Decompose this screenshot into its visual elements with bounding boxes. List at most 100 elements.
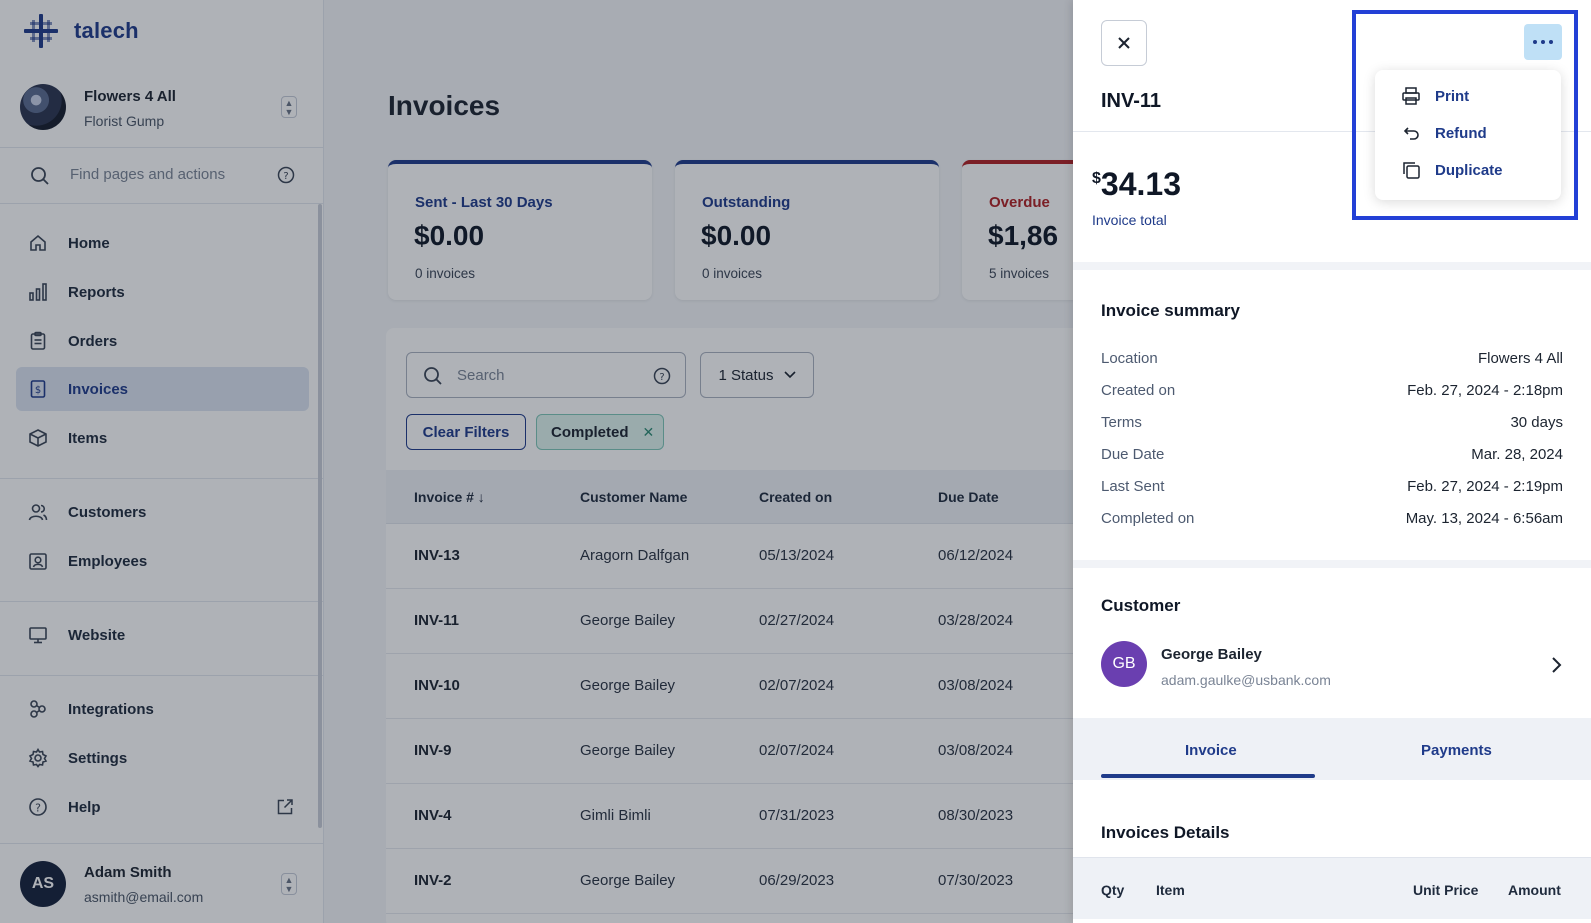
stat-card-outstanding[interactable]: Outstanding $0.00 0 invoices — [675, 160, 939, 300]
user-profile[interactable]: AS Adam Smith asmith@email.com ▲ ▼ — [0, 843, 323, 923]
account-stepper-icon[interactable]: ▲ ▼ — [281, 96, 297, 118]
search-icon — [31, 167, 49, 185]
stat-card-title: Overdue — [989, 194, 1050, 211]
customer-section-title: Customer — [1101, 596, 1181, 615]
modal-backdrop[interactable] — [0, 0, 1073, 923]
nav-label-items: Items — [68, 429, 108, 447]
summary-value: Flowers 4 All — [1477, 350, 1563, 367]
nav-item-invoices[interactable]: $ Invoices — [16, 367, 309, 411]
main-content: Invoices Sent - Last 30 Days $0.00 0 inv… — [324, 0, 1226, 923]
summary-value: 30 days — [1510, 414, 1563, 431]
invoice-summary-title: Invoice summary — [1101, 301, 1240, 320]
total-amount: 34.13 — [1100, 166, 1181, 202]
table-row[interactable]: INV-2 George Bailey 06/29/2023 07/30/202… — [386, 849, 1086, 914]
menu-item-label: Duplicate — [1435, 161, 1503, 179]
stat-card-sent[interactable]: Sent - Last 30 Days $0.00 0 invoices — [388, 160, 652, 300]
nav-item-integrations[interactable]: Integrations — [16, 687, 309, 731]
stat-card-count: 5 invoices — [989, 266, 1050, 281]
nav-item-items[interactable]: Items — [16, 416, 309, 460]
nav-item-employees[interactable]: Employees — [16, 539, 309, 583]
nav-item-website[interactable]: Website — [16, 613, 309, 657]
summary-key: Created on — [1101, 382, 1176, 399]
created-date: 02/27/2024 — [759, 612, 835, 629]
stat-card-count: 0 invoices — [702, 266, 763, 281]
tab-invoice[interactable]: Invoice — [1185, 742, 1237, 759]
invoice-total-label: Invoice total — [1092, 212, 1167, 228]
customer-email: adam.gaulke@usbank.com — [1161, 672, 1331, 688]
more-actions-button[interactable] — [1524, 24, 1562, 60]
svg-text:$: $ — [35, 385, 41, 396]
box-icon — [29, 429, 47, 447]
nav-label-home: Home — [68, 234, 110, 252]
invoice-tabs: Invoice Payments — [1073, 718, 1591, 780]
due-date: 08/30/2023 — [938, 807, 1014, 824]
nav-divider — [0, 675, 323, 676]
find-pages-search[interactable]: Find pages and actions ? — [0, 148, 323, 204]
menu-item-refund[interactable]: Refund — [1401, 123, 1487, 143]
more-dot-icon — [1541, 40, 1545, 44]
clear-filters-button[interactable]: Clear Filters — [406, 414, 526, 450]
help-circle-icon[interactable]: ? — [653, 367, 671, 385]
active-tab-indicator — [1101, 774, 1315, 778]
menu-item-duplicate[interactable]: Duplicate — [1401, 160, 1503, 180]
invoice-icon: $ — [30, 380, 46, 398]
details-table-header: Qty Item Unit Price Amount — [1073, 857, 1591, 919]
table-row[interactable]: INV-10 George Bailey 02/07/2024 03/08/20… — [386, 654, 1086, 719]
brand[interactable]: talech — [22, 12, 139, 50]
help-circle-icon[interactable]: ? — [277, 166, 295, 184]
column-header-invoice[interactable]: Invoice # ↓ — [414, 489, 485, 505]
printer-icon — [1402, 87, 1420, 105]
nav-item-settings[interactable]: Settings — [16, 736, 309, 780]
account-avatar — [20, 84, 66, 130]
invoice-total: $34.13 — [1092, 166, 1181, 203]
currency-symbol: $ — [1092, 170, 1101, 187]
users-icon — [28, 504, 48, 521]
stat-card-value: $0.00 — [414, 220, 485, 251]
nav-item-customers[interactable]: Customers — [16, 490, 309, 534]
filter-chip-completed[interactable]: Completed ✕ — [536, 414, 664, 450]
account-switcher[interactable]: Flowers 4 All Florist Gump ▲ ▼ — [0, 70, 323, 148]
search-input[interactable]: Search ? — [406, 352, 686, 398]
status-filter-dropdown[interactable]: 1 Status — [700, 352, 814, 398]
menu-item-print[interactable]: Print — [1401, 86, 1469, 106]
due-date: 07/30/2023 — [938, 872, 1014, 889]
nav-item-home[interactable]: Home — [16, 221, 309, 265]
section-divider — [1073, 262, 1591, 270]
column-header-created[interactable]: Created on — [759, 489, 833, 505]
invoice-number: INV-9 — [414, 742, 452, 759]
column-header-customer[interactable]: Customer Name — [580, 489, 688, 505]
due-date: 03/28/2024 — [938, 612, 1014, 629]
brand-name: talech — [74, 18, 139, 43]
close-button[interactable] — [1101, 20, 1147, 66]
stat-card-title: Sent - Last 30 Days — [415, 194, 553, 211]
sidebar-scrollbar[interactable] — [318, 204, 322, 828]
nav-label-invoices: Invoices — [68, 380, 129, 398]
user-stepper-icon[interactable]: ▲ ▼ — [281, 873, 297, 895]
more-dot-icon — [1549, 40, 1553, 44]
summary-key: Completed on — [1101, 510, 1195, 527]
due-date: 06/12/2024 — [938, 547, 1014, 564]
clipboard-icon — [30, 331, 46, 350]
column-header-qty: Qty — [1101, 882, 1125, 898]
nav-item-reports[interactable]: Reports — [16, 270, 309, 314]
svg-text:?: ? — [659, 372, 664, 383]
summary-key: Last Sent — [1101, 478, 1165, 495]
column-header-due[interactable]: Due Date — [938, 489, 999, 505]
table-row[interactable]: INV-11 George Bailey 02/27/2024 03/28/20… — [386, 589, 1086, 654]
chevron-right-icon[interactable] — [1551, 656, 1563, 674]
table-row[interactable]: INV-9 George Bailey 02/07/2024 03/08/202… — [386, 719, 1086, 784]
nav-item-orders[interactable]: Orders — [16, 319, 309, 363]
nav-label-employees: Employees — [68, 552, 148, 570]
table-row[interactable]: INV-13 Aragorn Dalfgan 05/13/2024 06/12/… — [386, 524, 1086, 589]
tab-payments[interactable]: Payments — [1421, 742, 1492, 759]
created-date: 07/31/2023 — [759, 807, 835, 824]
summary-key: Location — [1101, 350, 1158, 367]
integrations-icon — [30, 700, 46, 718]
customer-name: George Bailey — [1161, 646, 1262, 663]
svg-text:?: ? — [283, 171, 288, 182]
nav-item-help[interactable]: ? Help — [16, 785, 309, 829]
close-icon[interactable]: ✕ — [642, 423, 655, 440]
table-row[interactable]: INV-4 Gimli Bimli 07/31/2023 08/30/2023 — [386, 784, 1086, 849]
nav-label-customers: Customers — [68, 503, 147, 521]
search-icon — [424, 367, 442, 385]
